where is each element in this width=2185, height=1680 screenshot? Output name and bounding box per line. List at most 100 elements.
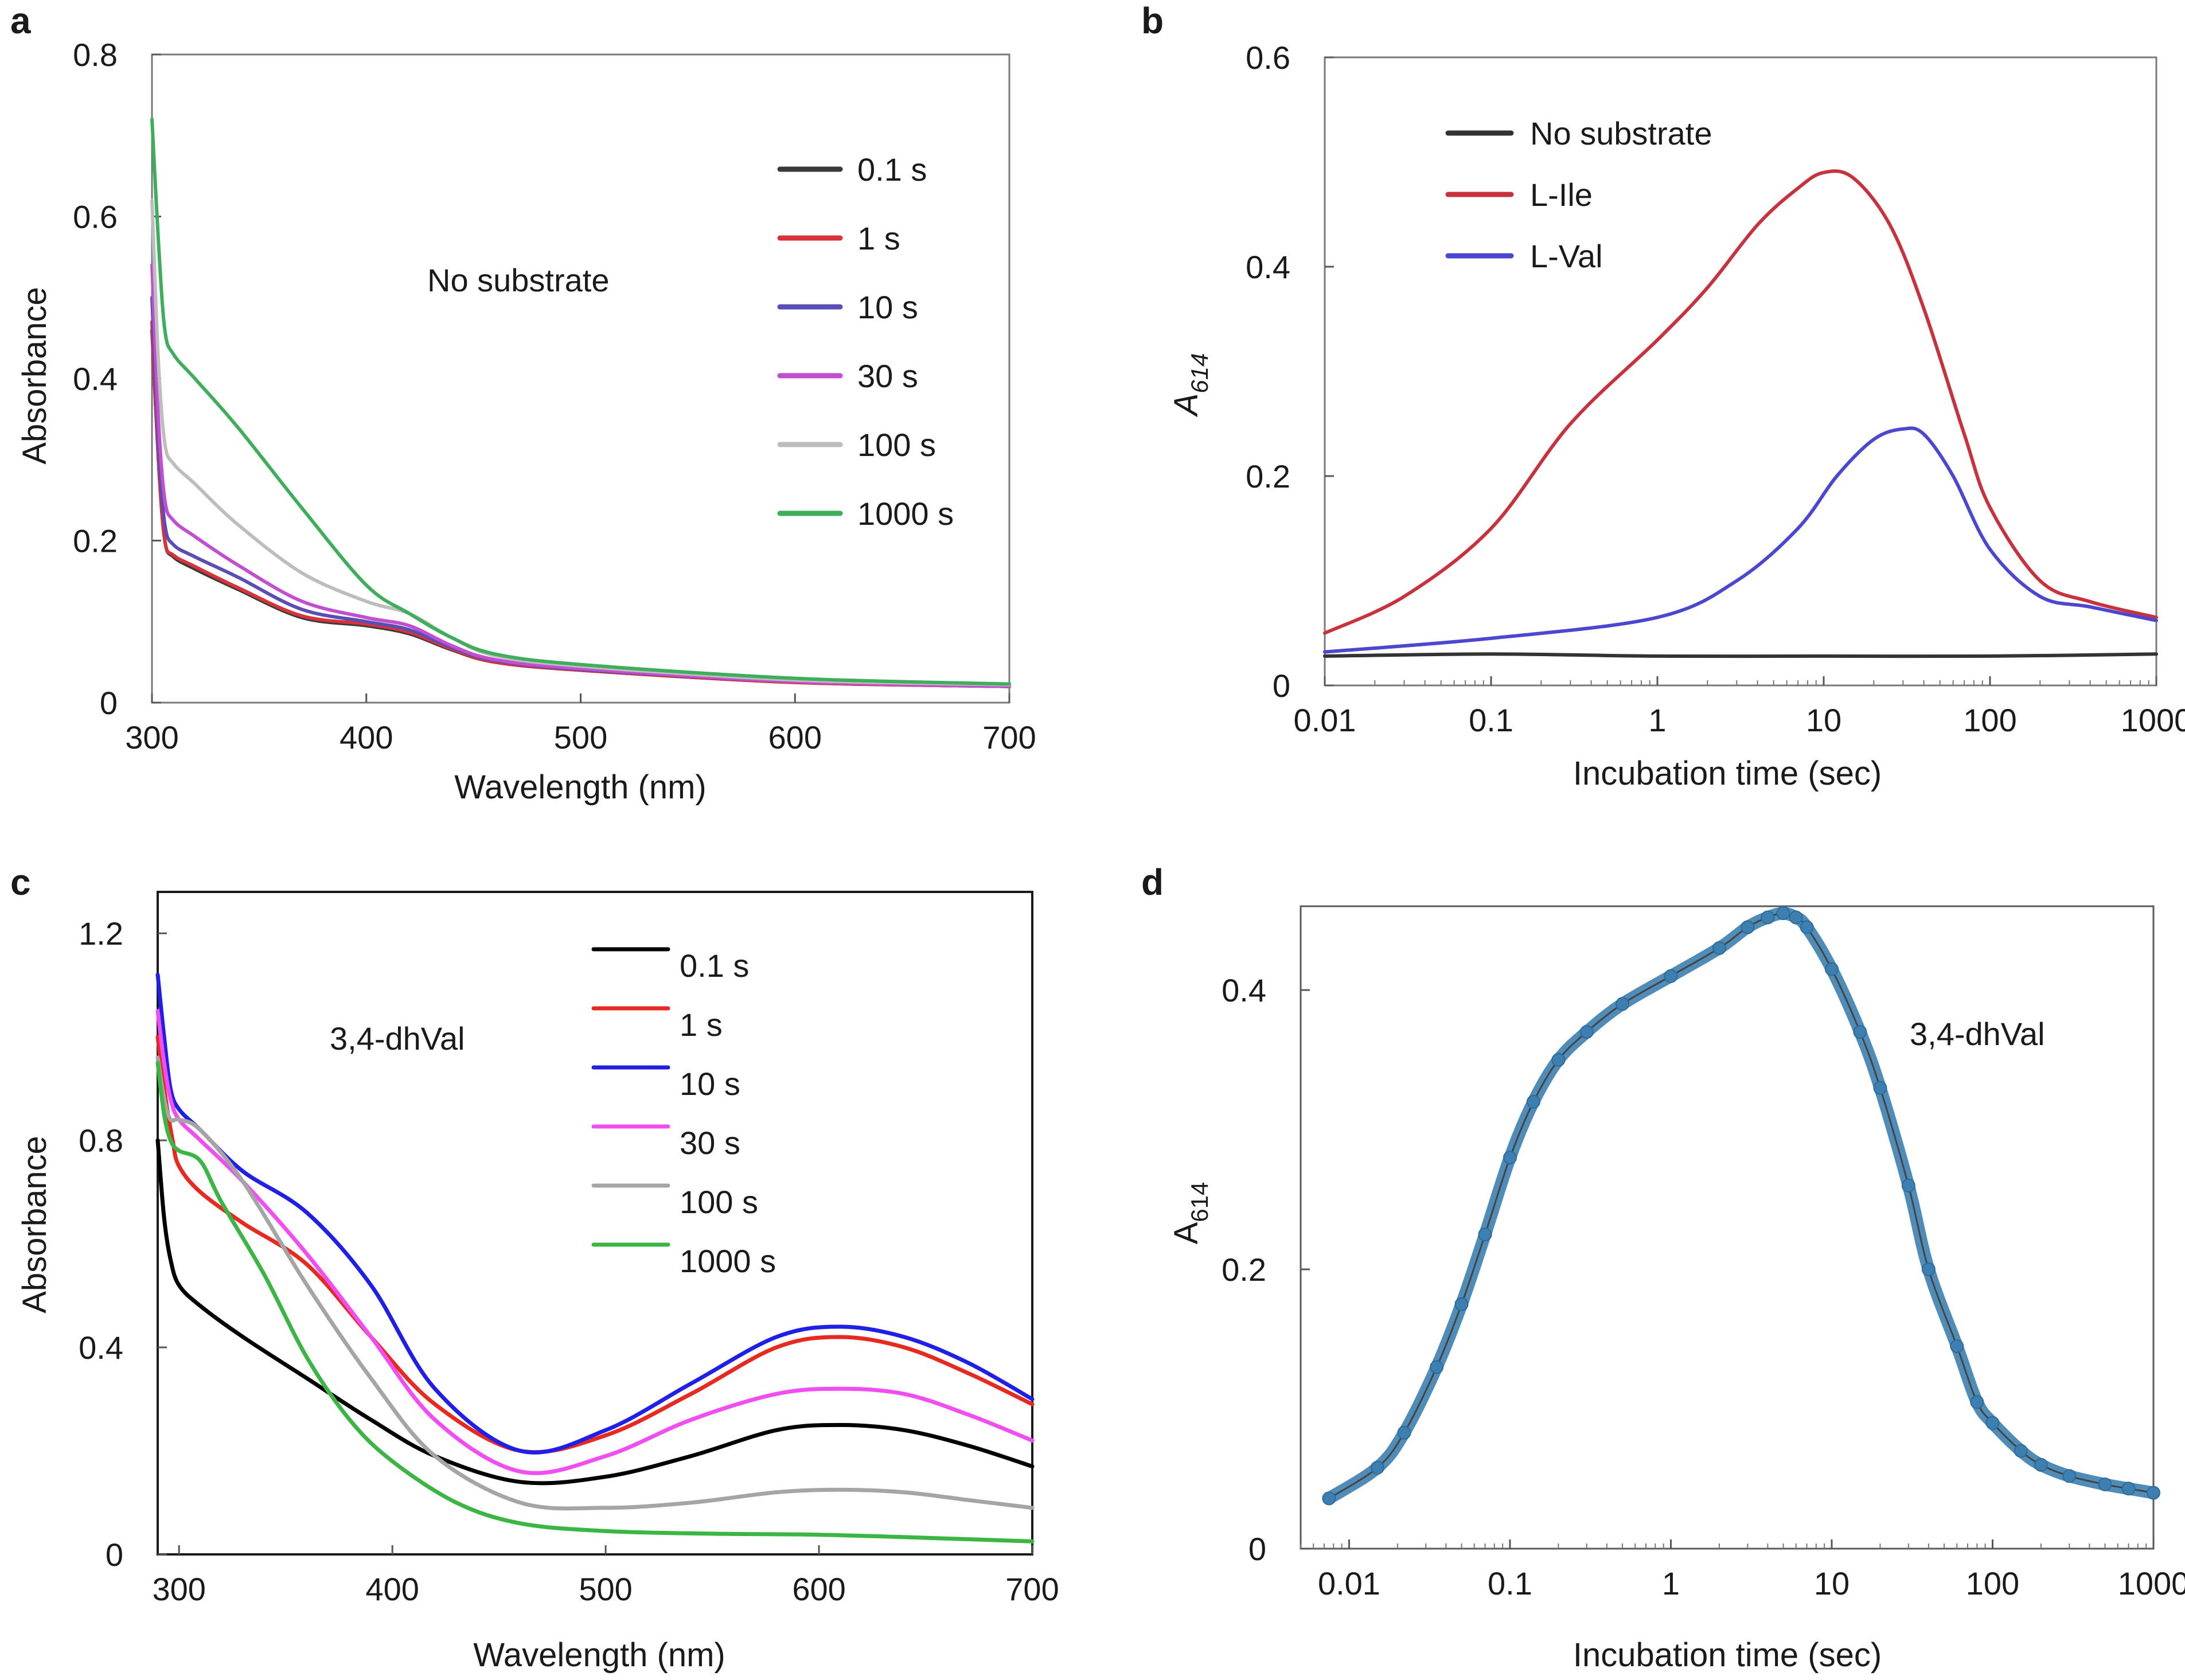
- panel-a-ytick-label: 0.6: [73, 199, 118, 235]
- panel-b-ylabel: A614: [1168, 353, 1213, 418]
- panel-d-data-point: [1322, 1491, 1336, 1506]
- panel-d-data-point: [1741, 920, 1755, 934]
- panel-b-xtick-label: 0.1: [1469, 702, 1513, 738]
- panel-b-legend-label: No substrate: [1530, 115, 1712, 151]
- panel-d-data-point: [1761, 910, 1775, 925]
- panel-b-series-line: [1323, 169, 2158, 635]
- panel-d-annotation: 3,4-dhVal: [1910, 1016, 2045, 1052]
- panel-c-ytick-label: 0: [106, 1537, 123, 1573]
- panel-d-xtick-label: 10: [1814, 1565, 1850, 1601]
- panel-d-xtick-label: 1000: [2118, 1565, 2185, 1601]
- panel-c-xtick-label: 300: [152, 1571, 205, 1607]
- panel-b-ylabel-main: A: [1168, 393, 1205, 418]
- panel-label-a: a: [10, 0, 31, 41]
- panel-b-xtick-label: 0.01: [1294, 702, 1356, 738]
- panel-b-ytick-label: 0.6: [1246, 40, 1290, 76]
- panel-d-data-point: [1901, 1178, 1915, 1192]
- panel-c-series-line: [155, 972, 1035, 1455]
- panel-a-legend-label: 1 s: [857, 220, 900, 256]
- panel-d-data-point: [1921, 1262, 1936, 1277]
- panel-d-frame: [1300, 905, 2155, 1550]
- panel-c-ylabel: Absorbance: [16, 1136, 53, 1313]
- panel-c-ytick-label: 0.4: [79, 1330, 123, 1366]
- panel-c-legend-label: 10 s: [680, 1066, 740, 1102]
- panel-b-series-line: [1323, 426, 2158, 654]
- panel-d-xtick-label: 0.01: [1318, 1565, 1380, 1601]
- panel-b-xlabel: Incubation time (sec): [1573, 755, 1882, 792]
- panel-d-data-point: [2147, 1486, 2160, 1500]
- panel-a-xtick-label: 600: [768, 719, 822, 755]
- panel-d-data-point: [1800, 920, 1814, 934]
- panel-d-ytick-label: 0.2: [1222, 1252, 1266, 1288]
- panel-d-data-point: [1616, 997, 1630, 1011]
- panel-d-data-point: [1873, 1081, 1887, 1095]
- panel-d-data-point: [2098, 1478, 2112, 1491]
- panel-c-legend-label: 100 s: [680, 1184, 758, 1220]
- panel-a-ytick-label: 0.8: [73, 37, 118, 73]
- panel-c-legend-label: 0.1 s: [680, 948, 749, 984]
- svg-text:A614: A614: [1168, 1182, 1213, 1245]
- panel-c-frame: [157, 891, 1033, 1556]
- panel-c-ytick-label: 1.2: [79, 915, 123, 952]
- chart-marks: 300 400 500 600 700 0 0.2 0.4 0.6 0.8 0.1 s 1 s 10 s…: [73, 37, 2185, 1607]
- panel-d-data-point: [2121, 1482, 2136, 1496]
- panel-d-ytick-label: 0: [1248, 1531, 1266, 1567]
- panel-a-legend-label: 1000 s: [857, 496, 954, 532]
- panel-d-data-point: [1853, 1025, 1867, 1039]
- panel-d-data-point: [1526, 1094, 1540, 1109]
- panel-a-xtick-label: 700: [982, 719, 1036, 755]
- panel-d-data-point: [1551, 1053, 1566, 1067]
- panel-c-xtick-label: 700: [1005, 1571, 1059, 1607]
- panel-d-data-point: [1985, 1416, 2000, 1430]
- panel-d-fit-line: [1328, 912, 2154, 1499]
- panel-c-legend-label: 1000 s: [680, 1243, 776, 1279]
- panel-d-ylabel: A614: [1168, 1182, 1213, 1245]
- panel-c-series-line: [155, 1061, 1035, 1543]
- panel-c-xlabel: Wavelength (nm): [473, 1636, 725, 1674]
- panel-label-c: c: [10, 862, 31, 903]
- panel-d-data-point: [1824, 962, 1839, 976]
- panel-a-xtick-label: 400: [340, 719, 393, 755]
- panel-a-xlabel: Wavelength (nm): [454, 769, 706, 806]
- panel-b-legend-label: L-Ile: [1530, 177, 1593, 213]
- panel-a-ylabel: Absorbance: [16, 287, 53, 465]
- panel-c-annotation: 3,4-dhVal: [330, 1020, 465, 1057]
- panel-c-ytick-label: 0.8: [79, 1122, 123, 1159]
- panel-d-data-band: [1322, 907, 2160, 1505]
- panel-b-xtick-label: 10: [1806, 702, 1841, 738]
- panel-label-b: b: [1141, 0, 1164, 41]
- panel-d-xtick-label: 0.1: [1488, 1565, 1532, 1601]
- panel-a-legend-label: 30 s: [857, 358, 918, 394]
- panel-c-xtick-label: 400: [365, 1571, 419, 1607]
- panel-b-ytick-label: 0: [1273, 668, 1290, 704]
- panel-d-data-point: [1478, 1227, 1492, 1242]
- svg-text:A614: A614: [1168, 353, 1213, 418]
- panel-b-xtick-label: 100: [1963, 702, 2016, 738]
- panel-a-legend-label: 100 s: [857, 427, 936, 463]
- panel-a-xtick-label: 300: [125, 719, 178, 755]
- panel-d-data-point: [1789, 910, 1803, 925]
- panel-b-series-line: [1323, 652, 2158, 658]
- panel-c-legend-label: 1 s: [680, 1007, 723, 1043]
- panel-b-ytick-label: 0.2: [1246, 458, 1290, 494]
- panel-d-data-point: [1370, 1460, 1384, 1475]
- panel-a-ytick-label: 0.4: [73, 361, 118, 397]
- panel-d-xlabel: Incubation time (sec): [1573, 1636, 1882, 1674]
- panel-d-ytick-label: 0.4: [1222, 972, 1266, 1008]
- panel-d-data-point: [1712, 941, 1726, 956]
- panel-a-ytick-label: 0.2: [73, 523, 118, 559]
- panel-d-data-point: [2034, 1457, 2048, 1472]
- panel-d-data-point: [2014, 1444, 2028, 1458]
- panel-d-ylabel-sub: 614: [1186, 1182, 1213, 1222]
- panel-a-ytick-label: 0: [100, 685, 118, 721]
- panel-a-annotation: No substrate: [427, 262, 610, 298]
- panel-c-series-line: [155, 1009, 1035, 1475]
- panel-b-xtick-label: 1000: [2121, 702, 2185, 738]
- panel-a-series-line: [150, 118, 1011, 686]
- panel-b-frame: [1324, 56, 2157, 687]
- panel-a-series-line: [150, 295, 1011, 688]
- panel-d-data-point: [1454, 1297, 1469, 1311]
- panel-c-xtick-label: 500: [579, 1571, 632, 1607]
- panel-d-data-point: [1503, 1151, 1517, 1165]
